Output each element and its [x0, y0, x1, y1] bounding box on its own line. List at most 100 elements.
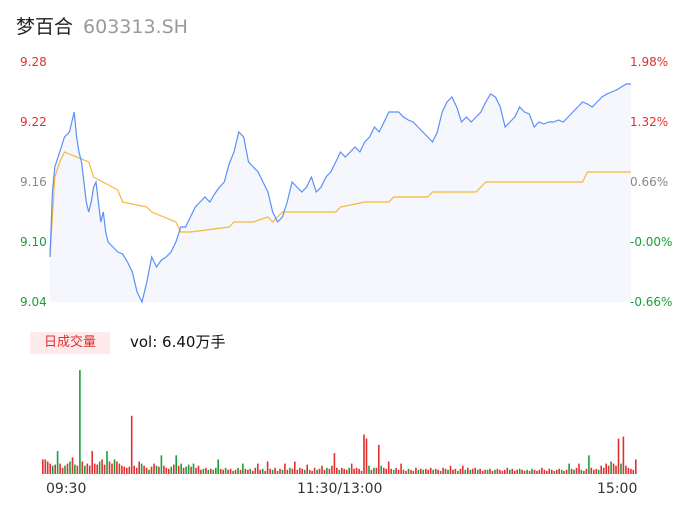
y-left-tick-3: 9.10 [20, 235, 47, 249]
volume-bar [126, 467, 128, 474]
volume-bar [217, 459, 219, 474]
volume-bar [79, 370, 81, 474]
volume-bar [541, 467, 543, 474]
volume-bar [163, 465, 165, 474]
volume-bar [93, 463, 96, 474]
volume-bar [111, 463, 113, 474]
volume-bar [350, 463, 353, 474]
volume-bar [575, 467, 578, 474]
volume-bar [417, 469, 420, 474]
volume-bar [617, 438, 620, 474]
volume-bar [499, 469, 501, 474]
price-area-fill [50, 84, 631, 302]
volume-bar [338, 469, 341, 474]
volume-bar [605, 463, 607, 474]
volume-bar [175, 455, 177, 474]
volume-bar [434, 468, 437, 474]
volume-bar [158, 466, 160, 474]
volume-bar [551, 469, 553, 474]
volume-bar [187, 464, 190, 474]
volume-bar [252, 470, 254, 474]
volume-tab[interactable]: 日成交量 [30, 332, 110, 354]
volume-bar [560, 469, 563, 474]
volume-bar [442, 467, 444, 474]
volume-bar [405, 470, 407, 474]
volume-bar [546, 470, 548, 474]
volume-bar [553, 470, 556, 474]
volume-bar [518, 468, 521, 474]
volume-bar [242, 463, 244, 474]
volume-bar [266, 461, 269, 474]
volume-bar [301, 468, 303, 474]
volume-bar [321, 465, 323, 474]
volume-bar [476, 469, 479, 474]
volume-bar [328, 468, 331, 474]
volume-bar [378, 444, 380, 474]
volume-bar [123, 466, 126, 474]
volume-bar [76, 465, 79, 474]
volume-bar [74, 464, 76, 474]
y-right-tick-2: 0.66% [630, 175, 668, 189]
volume-bar [353, 468, 355, 474]
volume-bar [593, 469, 595, 474]
volume-bar [439, 470, 442, 474]
volume-bar [313, 467, 316, 474]
volume-bar [543, 469, 546, 474]
stock-code: 603313.SH [83, 16, 188, 38]
volume-bar [392, 469, 395, 474]
volume-bar [385, 468, 387, 474]
volume-bars [42, 370, 637, 474]
volume-bar [427, 469, 429, 474]
volume-bar [140, 463, 143, 474]
volume-bar [489, 468, 491, 474]
volume-bar [232, 470, 234, 474]
volume-bar [635, 459, 637, 474]
volume-bar [437, 469, 439, 474]
volume-bar [420, 468, 422, 474]
volume-bar [467, 467, 469, 474]
volume-bar [491, 470, 494, 474]
volume-bar [108, 461, 111, 474]
volume-bar [481, 470, 484, 474]
volume-bar [625, 465, 627, 474]
volume-bar [568, 463, 570, 474]
volume-bar [155, 465, 158, 474]
volume-bar [296, 469, 299, 474]
volume-bar [316, 469, 318, 474]
volume-bar [212, 469, 215, 474]
volume-bar [182, 467, 185, 474]
volume-bar [101, 459, 103, 474]
y-left-tick-0: 9.28 [20, 55, 47, 69]
volume-bar [373, 467, 375, 474]
volume-bar [96, 464, 98, 474]
volume-bar [407, 468, 410, 474]
volume-bar [229, 468, 232, 474]
volume-bar [452, 469, 454, 474]
volume-bar [177, 465, 180, 474]
volume-bar [49, 463, 51, 474]
volume-bar [509, 469, 511, 474]
volume-bar [59, 463, 61, 474]
volume-bar [210, 468, 212, 474]
volume-bar [168, 468, 170, 474]
volume-bar [632, 469, 635, 474]
volume-bar [444, 468, 447, 474]
volume-bar [570, 468, 573, 474]
volume-bar [464, 469, 467, 474]
volume-bar [254, 467, 257, 474]
volume-bar [284, 463, 286, 474]
volume-bar [429, 467, 432, 474]
volume-bar [565, 469, 568, 474]
volume-bar [511, 468, 514, 474]
volume-bar [387, 461, 390, 474]
volume-bar [46, 461, 49, 474]
volume-bar [449, 465, 452, 474]
volume-bar [558, 468, 560, 474]
y-axis-left: 9.28 9.22 9.16 9.10 9.04 [20, 55, 47, 309]
volume-bar [380, 465, 383, 474]
volume-bar [506, 467, 509, 474]
volume-bar [205, 467, 207, 474]
volume-bar [348, 467, 350, 474]
volume-bar [195, 467, 197, 474]
volume-bar [135, 467, 138, 474]
